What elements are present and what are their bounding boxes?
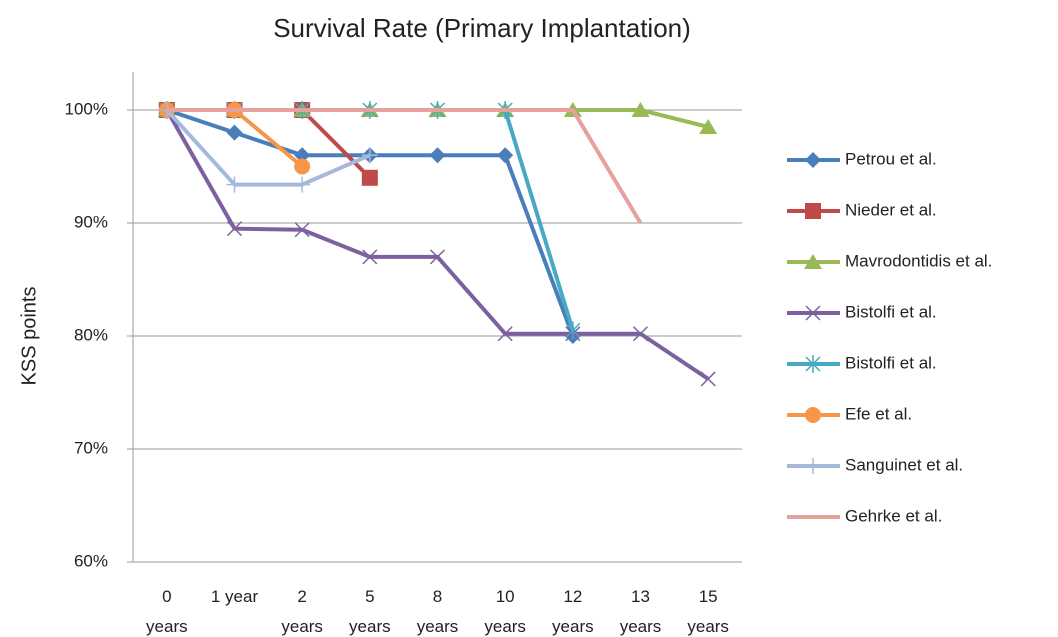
legend-label: Nieder et al. bbox=[845, 200, 937, 219]
y-tick-label: 60% bbox=[74, 551, 108, 570]
legend-marker bbox=[805, 305, 821, 321]
legend-label: Petrou et al. bbox=[845, 149, 937, 168]
marker bbox=[700, 371, 716, 387]
legend-label: Sanguinet et al. bbox=[845, 455, 963, 474]
y-tick-label: 100% bbox=[65, 99, 108, 118]
legend-label: Bistolfi et al. bbox=[845, 302, 937, 321]
marker bbox=[294, 176, 311, 193]
marker bbox=[632, 326, 649, 342]
marker bbox=[631, 102, 650, 117]
marker bbox=[226, 176, 243, 193]
marker bbox=[565, 321, 581, 340]
legend-label: Bistolfi et al. bbox=[845, 353, 937, 372]
chart-title: Survival Rate (Primary Implantation) bbox=[273, 13, 691, 43]
y-tick-label: 80% bbox=[74, 325, 108, 344]
marker bbox=[699, 118, 718, 134]
x-tick-label: 1 year bbox=[210, 587, 259, 606]
marker bbox=[226, 221, 243, 237]
marker bbox=[497, 147, 514, 164]
marker bbox=[361, 169, 378, 186]
marker bbox=[361, 147, 378, 164]
legend-marker bbox=[805, 203, 821, 219]
y-tick-label: 70% bbox=[74, 438, 108, 457]
marker bbox=[497, 326, 513, 342]
marker bbox=[362, 249, 378, 265]
marker bbox=[429, 147, 446, 164]
y-tick-label: 90% bbox=[74, 212, 108, 231]
x-tick-label: 5 years bbox=[349, 587, 391, 636]
legend-marker bbox=[805, 458, 821, 474]
legend-label: Gehrke et al. bbox=[845, 506, 942, 525]
marker bbox=[429, 249, 446, 265]
marker bbox=[226, 124, 243, 141]
x-tick-label: 0 years bbox=[146, 587, 188, 636]
series-line bbox=[165, 108, 371, 187]
series-line bbox=[166, 108, 643, 225]
x-tick-label: 8 years bbox=[416, 587, 459, 636]
legend-marker bbox=[805, 152, 821, 168]
x-tick-label: 10 years bbox=[484, 587, 526, 636]
x-tick-label: 13 years bbox=[619, 587, 662, 636]
legend-marker bbox=[805, 407, 821, 423]
legend-label: Efe et al. bbox=[845, 404, 912, 423]
marker bbox=[294, 222, 310, 238]
y-axis-label: KSS points bbox=[18, 287, 40, 386]
marker bbox=[294, 147, 311, 164]
legend-label: Mavrodontidis et al. bbox=[845, 251, 992, 270]
marker bbox=[294, 158, 311, 175]
x-tick-label: 15 years bbox=[687, 587, 729, 636]
x-tick-label: 12 years bbox=[552, 587, 594, 636]
x-tick-label: 2 years bbox=[281, 587, 323, 636]
legend-marker bbox=[805, 355, 821, 373]
legend-marker bbox=[804, 254, 822, 269]
